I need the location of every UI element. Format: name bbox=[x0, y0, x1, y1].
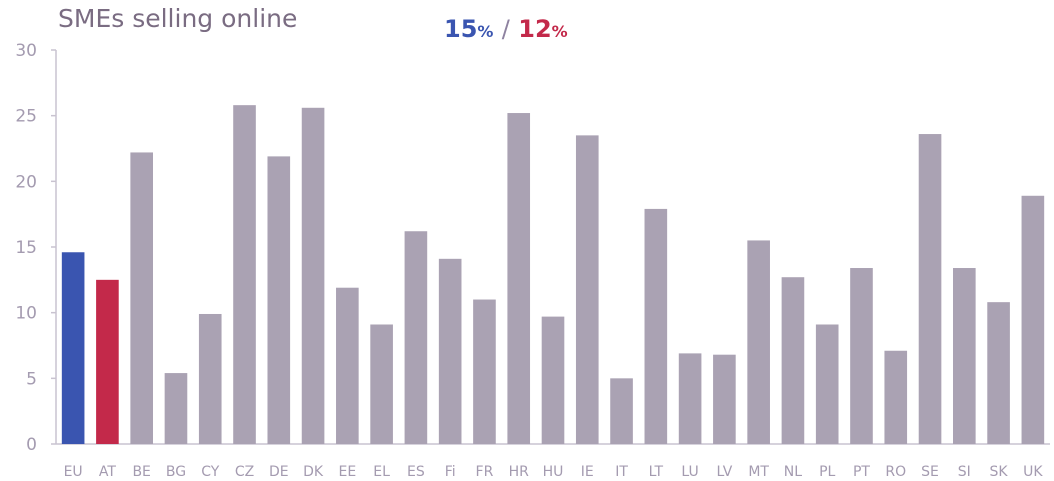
x-tick-label: EL bbox=[373, 464, 390, 480]
y-tick-label: 25 bbox=[15, 107, 37, 127]
headline-separator: / bbox=[501, 15, 510, 43]
bar-cy bbox=[198, 313, 222, 444]
bar-ee bbox=[336, 287, 359, 444]
y-tick-label: 20 bbox=[15, 172, 37, 192]
x-tick-label: LU bbox=[681, 464, 698, 480]
bar-el bbox=[370, 324, 393, 444]
x-tick-label: IE bbox=[581, 464, 594, 480]
x-tick-label: CY bbox=[201, 464, 220, 480]
bar-pl bbox=[815, 324, 839, 444]
y-tick-label: 5 bbox=[26, 369, 37, 389]
bar-si bbox=[952, 268, 976, 444]
bar-nl bbox=[781, 277, 805, 444]
bar-es bbox=[404, 231, 428, 444]
x-tick-label: SI bbox=[958, 464, 971, 480]
bar-at bbox=[96, 279, 119, 444]
y-tick-label: 15 bbox=[15, 238, 37, 258]
x-tick-label: CZ bbox=[235, 464, 254, 480]
bar-fi bbox=[438, 258, 462, 444]
headline-values: 15% / 12% bbox=[444, 15, 568, 43]
bar-mt bbox=[747, 240, 770, 444]
bar-it bbox=[610, 378, 633, 444]
x-tick-label: RO bbox=[885, 464, 906, 480]
bar-se bbox=[918, 134, 942, 444]
x-tick-label: NL bbox=[784, 464, 802, 480]
bar-pt bbox=[850, 268, 873, 444]
x-tick-label: SE bbox=[921, 464, 939, 480]
x-tick-label: LV bbox=[716, 464, 732, 480]
bar-uk bbox=[1021, 195, 1045, 444]
y-tick-label: 30 bbox=[15, 41, 37, 61]
x-tick-label: LT bbox=[649, 464, 664, 480]
bar-fr bbox=[473, 299, 496, 444]
bar-eu bbox=[61, 252, 85, 444]
bar-cz bbox=[233, 105, 256, 444]
x-tick-label: DE bbox=[269, 464, 289, 480]
bar-sk bbox=[987, 302, 1010, 444]
x-tick-label: HU bbox=[543, 464, 564, 480]
x-tick-label: Fi bbox=[445, 464, 456, 480]
x-tick-label: MT bbox=[748, 464, 769, 480]
x-tick-label: ES bbox=[407, 464, 425, 480]
x-tick-label: FR bbox=[476, 464, 494, 480]
x-tick-label: UK bbox=[1023, 464, 1043, 480]
x-tick-label: EU bbox=[64, 464, 83, 480]
x-tick-label: DK bbox=[303, 464, 324, 480]
x-tick-label: EE bbox=[338, 464, 356, 480]
bar-be bbox=[130, 152, 154, 444]
chart-title: SMEs selling online bbox=[58, 4, 298, 33]
x-tick-label: SK bbox=[990, 464, 1009, 480]
bar-lv bbox=[713, 354, 736, 444]
x-tick-label: BE bbox=[132, 464, 150, 480]
y-tick-label: 0 bbox=[26, 435, 37, 455]
bar-de bbox=[267, 156, 291, 444]
x-tick-label: AT bbox=[99, 464, 116, 480]
bar-bg bbox=[164, 373, 188, 444]
bar-dk bbox=[301, 107, 325, 444]
bar-ro bbox=[884, 350, 908, 444]
headline-at: 12% bbox=[518, 15, 568, 43]
x-tick-label: HR bbox=[509, 464, 530, 480]
x-tick-label: IT bbox=[615, 464, 628, 480]
bar-hu bbox=[541, 316, 565, 444]
y-tick-label: 10 bbox=[15, 304, 37, 324]
x-tick-label: PL bbox=[819, 464, 835, 480]
bar-ie bbox=[575, 135, 599, 444]
bar-lu bbox=[678, 353, 702, 444]
x-tick-label: PT bbox=[853, 464, 870, 480]
headline-eu: 15% bbox=[444, 15, 494, 43]
bar-lt bbox=[644, 208, 668, 444]
bar-hr bbox=[507, 113, 531, 444]
x-tick-label: BG bbox=[166, 464, 186, 480]
